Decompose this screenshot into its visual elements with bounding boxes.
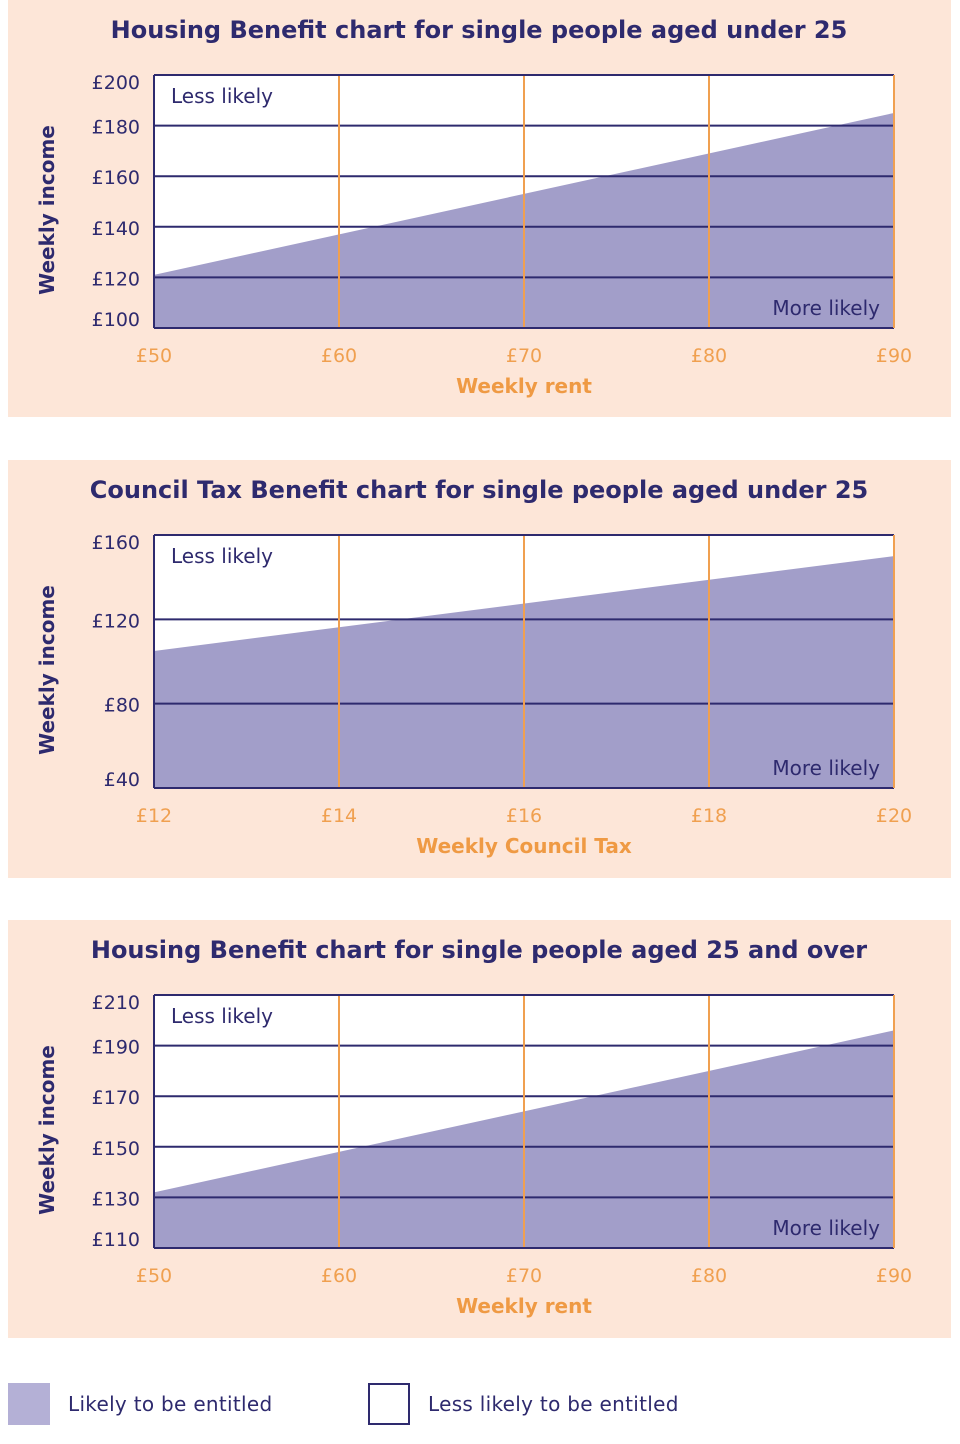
y-axis-label: Weekly income — [35, 1045, 59, 1215]
x-tick-label: £70 — [506, 1265, 542, 1287]
y-axis-label: Weekly income — [35, 585, 59, 755]
x-tick-label: £14 — [321, 805, 357, 827]
x-tick-label: £50 — [136, 345, 172, 367]
legend-label-likely: Likely to be entitled — [68, 1392, 273, 1416]
x-tick-label: £12 — [136, 805, 172, 827]
y-tick-label: £160 — [92, 532, 140, 554]
less-likely-label: Less likely — [171, 544, 273, 568]
x-tick-label: £20 — [876, 805, 912, 827]
chart-panel-2: Council Tax Benefit chart for single peo… — [8, 460, 951, 878]
y-tick-label: £120 — [92, 610, 140, 632]
legend-swatch-likely — [8, 1383, 50, 1425]
y-tick-label: £100 — [92, 309, 140, 331]
y-tick-label: £140 — [92, 218, 140, 240]
chart-panel-1: Housing Benefit chart for single people … — [8, 0, 951, 417]
x-tick-label: £60 — [321, 345, 357, 367]
less-likely-label: Less likely — [171, 84, 273, 108]
y-tick-label: £200 — [92, 72, 140, 94]
x-tick-label: £80 — [691, 345, 727, 367]
x-tick-label: £16 — [506, 805, 542, 827]
more-likely-label: More likely — [772, 756, 880, 780]
y-tick-label: £170 — [92, 1087, 140, 1109]
legend-label-less-likely: Less likely to be entitled — [428, 1392, 679, 1416]
less-likely-label: Less likely — [171, 1004, 273, 1028]
y-tick-label: £150 — [92, 1138, 140, 1160]
chart-3: Housing Benefit chart for single people … — [35, 936, 912, 1318]
x-tick-label: £70 — [506, 345, 542, 367]
y-tick-label: £160 — [92, 167, 140, 189]
y-tick-label: £180 — [92, 117, 140, 139]
y-tick-label: £210 — [92, 992, 140, 1014]
more-likely-label: More likely — [772, 296, 880, 320]
x-axis-label: Weekly rent — [456, 374, 592, 398]
chart-1: Housing Benefit chart for single people … — [35, 16, 912, 398]
chart-title: Housing Benefit chart for single people … — [91, 936, 867, 964]
x-axis-label: Weekly rent — [456, 1294, 592, 1318]
more-likely-label: More likely — [772, 1216, 880, 1240]
x-tick-label: £60 — [321, 1265, 357, 1287]
y-tick-label: £130 — [92, 1188, 140, 1210]
legend-swatch-less-likely — [368, 1383, 410, 1425]
chart-2: Council Tax Benefit chart for single peo… — [35, 476, 912, 858]
y-tick-label: £190 — [92, 1037, 140, 1059]
y-tick-label: £40 — [104, 769, 140, 791]
chart-title: Housing Benefit chart for single people … — [111, 16, 848, 44]
x-tick-label: £80 — [691, 1265, 727, 1287]
x-tick-label: £90 — [876, 1265, 912, 1287]
x-tick-label: £50 — [136, 1265, 172, 1287]
y-tick-label: £80 — [104, 695, 140, 717]
chart-title: Council Tax Benefit chart for single peo… — [90, 476, 869, 504]
y-tick-label: £110 — [92, 1229, 140, 1251]
x-tick-label: £18 — [691, 805, 727, 827]
x-axis-label: Weekly Council Tax — [416, 834, 632, 858]
y-axis-label: Weekly income — [35, 125, 59, 295]
chart-panel-3: Housing Benefit chart for single people … — [8, 920, 951, 1338]
legend: Likely to be entitled Less likely to be … — [8, 1380, 951, 1430]
y-tick-label: £120 — [92, 268, 140, 290]
x-tick-label: £90 — [876, 345, 912, 367]
